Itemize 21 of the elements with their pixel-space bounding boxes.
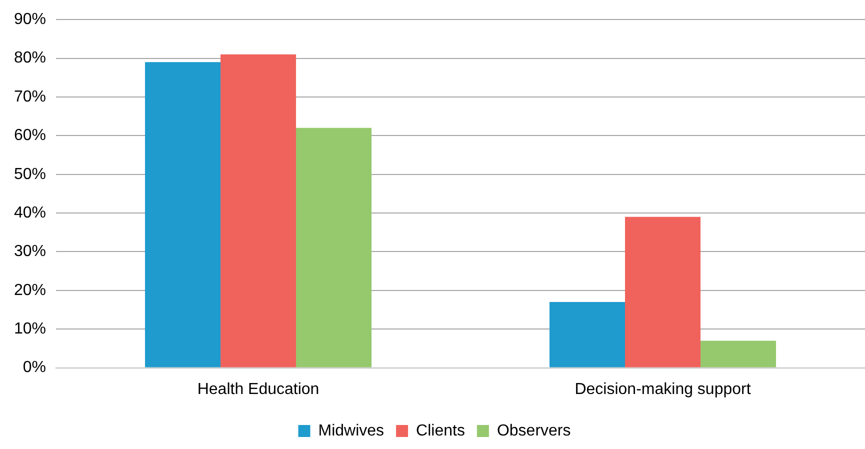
y-tick-label: 60% <box>14 127 46 144</box>
bar <box>700 340 776 368</box>
bar <box>220 54 296 368</box>
y-tick-label: 50% <box>14 166 46 183</box>
bar <box>145 62 221 368</box>
y-tick-label: 80% <box>14 50 46 67</box>
y-tick-label: 30% <box>14 243 46 260</box>
y-tick-label: 0% <box>22 359 46 376</box>
legend-label: Observers <box>496 422 571 440</box>
bar <box>625 216 701 368</box>
bar <box>296 128 372 368</box>
x-tick-label: Health Education <box>197 380 320 398</box>
y-tick-label: 10% <box>14 320 46 338</box>
x-tick-label: Decision-making support <box>574 380 752 398</box>
y-tick-label: 70% <box>14 88 46 106</box>
legend-label: Midwives <box>318 422 384 440</box>
y-tick-label: 20% <box>14 282 46 299</box>
bar <box>550 302 626 368</box>
legend-label: Clients <box>416 422 465 440</box>
y-tick-label: 40% <box>14 204 46 222</box>
y-tick-label: 90% <box>14 11 46 28</box>
